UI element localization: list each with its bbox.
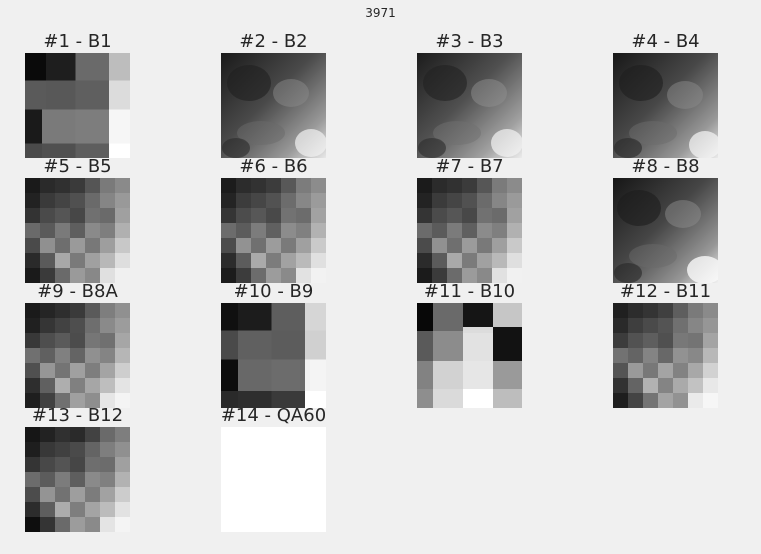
- band-image: [221, 427, 326, 532]
- band-image: [417, 178, 522, 283]
- panel-title: #5 - B5: [43, 156, 112, 177]
- band-image-b6: [221, 178, 326, 283]
- band-image-b2: [221, 53, 326, 158]
- band-image-b11: [613, 303, 718, 408]
- panel-title: #2 - B2: [239, 31, 308, 52]
- band-image-b8: [613, 178, 718, 283]
- band-image-b3: [417, 53, 522, 158]
- figure-title: 3971: [365, 6, 396, 20]
- band-image: [25, 53, 130, 158]
- band-image: [613, 303, 718, 408]
- band-image: [613, 53, 718, 158]
- band-image-b4: [613, 53, 718, 158]
- panel-title: #13 - B12: [31, 405, 124, 426]
- panel-title: #4 - B4: [631, 31, 700, 52]
- panel-title: #7 - B7: [435, 156, 504, 177]
- band-image-b1: [25, 53, 130, 158]
- panel-title: #3 - B3: [435, 31, 504, 52]
- panel-title: #8 - B8: [631, 156, 700, 177]
- panel-title: #9 - B8A: [37, 281, 118, 302]
- band-image: [221, 53, 326, 158]
- panel-title: #12 - B11: [619, 281, 712, 302]
- band-image-b5: [25, 178, 130, 283]
- band-image: [25, 303, 130, 408]
- band-image-b12: [25, 427, 130, 532]
- panel-title: #11 - B10: [423, 281, 516, 302]
- band-image-b9: [221, 303, 326, 408]
- band-image-b8a: [25, 303, 130, 408]
- band-image: [25, 178, 130, 283]
- panel-title: #10 - B9: [233, 281, 314, 302]
- band-image-b10: [417, 303, 522, 408]
- band-image: [221, 303, 326, 408]
- band-image: [417, 303, 522, 408]
- band-image: [417, 53, 522, 158]
- band-image: [221, 178, 326, 283]
- panel-title: #1 - B1: [43, 31, 112, 52]
- panel-title: #14 - QA60: [220, 405, 327, 426]
- panel-title: #6 - B6: [239, 156, 308, 177]
- band-image: [25, 427, 130, 532]
- band-image-b7: [417, 178, 522, 283]
- band-image: [613, 178, 718, 283]
